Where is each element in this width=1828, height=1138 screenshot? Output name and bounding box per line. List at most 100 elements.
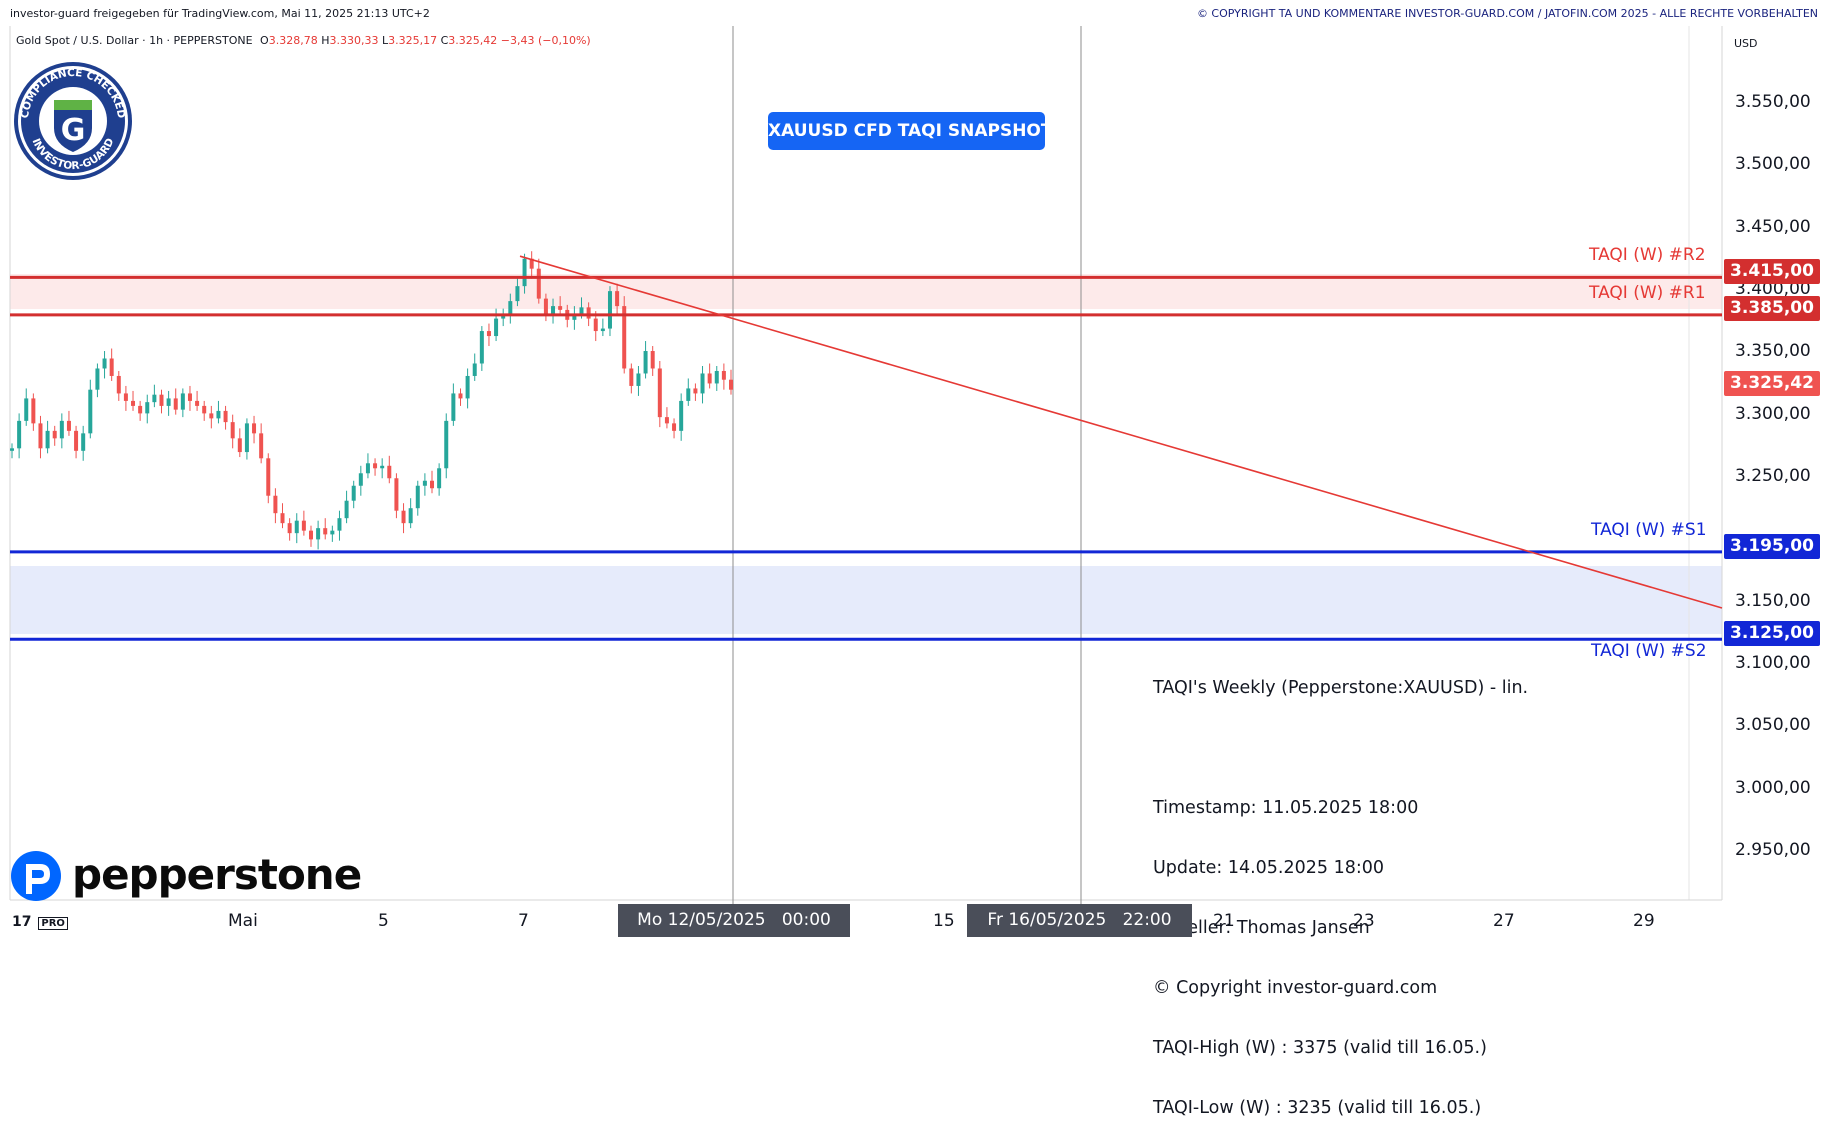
cursor-time-tag-right: Fr 16/05/2025 22:00 — [967, 904, 1192, 937]
candle-body — [422, 480, 427, 486]
candle-body — [116, 375, 121, 394]
pro-badge: PRO — [38, 917, 68, 930]
candle-body — [266, 458, 271, 496]
top-bar: investor-guard freigegeben für TradingVi… — [0, 0, 1828, 26]
candle-body — [622, 306, 627, 369]
candle-body — [380, 465, 385, 469]
x-tick-label: Mai — [228, 911, 258, 931]
candle-body — [551, 306, 556, 314]
candle-body — [209, 413, 214, 419]
y-tick-label: 3.500,00 — [1735, 154, 1811, 174]
candle-body — [280, 513, 285, 524]
candle-body — [657, 368, 662, 418]
y-tick-label: 3.450,00 — [1735, 217, 1811, 237]
cursor-date: Fr 16/05/2025 — [987, 910, 1107, 930]
candle-body — [230, 422, 235, 439]
y-tick-label: 3.100,00 — [1735, 653, 1811, 673]
info-line: Ersteller: Thomas Jansen — [1153, 918, 1370, 938]
candle-body — [294, 520, 299, 534]
candle-body — [123, 393, 128, 401]
candle-body — [664, 417, 669, 424]
candle-body — [707, 373, 712, 384]
tradingview-logo[interactable]: 17 PRO — [12, 914, 68, 930]
candle-body — [38, 423, 43, 449]
candle-body — [593, 318, 598, 332]
candle-body — [287, 523, 292, 534]
candle-body — [686, 388, 691, 401]
s1-label: TAQI (W) #S1 — [1591, 520, 1707, 540]
downtrend-line[interactable] — [519, 255, 1723, 609]
badge-letter: G — [61, 113, 86, 148]
x-tick-label: 21 — [1213, 911, 1235, 931]
candle-body — [572, 313, 577, 320]
candle-body — [273, 495, 278, 514]
candle-body — [358, 473, 363, 486]
x-tick-label: 23 — [1353, 911, 1375, 931]
candle-body — [24, 398, 29, 421]
candle-body — [195, 400, 200, 406]
price-chart[interactable] — [0, 0, 1828, 937]
info-title: TAQI's Weekly (Pepperstone:XAUUSD) - lin… — [1153, 678, 1529, 698]
candle-body — [301, 520, 306, 531]
copyright-notice: © COPYRIGHT TA UND KOMMENTARE INVESTOR-G… — [1196, 7, 1818, 20]
candle-body — [479, 331, 484, 364]
candle-body — [451, 393, 456, 421]
candle-body — [536, 268, 541, 299]
x-tick-label: 5 — [378, 911, 389, 931]
x-tick-label: 15 — [933, 911, 955, 931]
candle-body — [216, 410, 221, 419]
candle-body — [700, 373, 705, 394]
y-tick-label: 3.300,00 — [1735, 404, 1811, 424]
candle-body — [81, 433, 86, 451]
candle-body — [252, 423, 257, 434]
change-value: −3,43 (−0,10%) — [500, 34, 591, 47]
candle-body — [387, 465, 392, 479]
candle-body — [729, 379, 733, 390]
candle-body — [237, 438, 242, 453]
currency-label: USD — [1734, 37, 1758, 50]
pepperstone-icon — [11, 851, 61, 901]
candle-body — [394, 478, 399, 511]
last-price-tag: 3.325,42 — [1724, 371, 1820, 396]
candle-body — [650, 351, 655, 369]
brand-name: pepperstone — [72, 850, 362, 899]
candle-body — [522, 258, 527, 287]
candle-body — [187, 393, 192, 401]
candle-body — [693, 388, 698, 394]
s2-label: TAQI (W) #S2 — [1591, 641, 1707, 661]
candle-body — [373, 463, 378, 469]
candle-body — [494, 318, 499, 337]
cursor-time: 22:00 — [1122, 910, 1172, 930]
candle-body — [543, 298, 548, 314]
candle-body — [415, 485, 420, 509]
candle-body — [721, 370, 726, 380]
s1-price-tag: 3.195,00 — [1724, 534, 1820, 559]
candle-body — [10, 448, 14, 451]
candle-body — [308, 530, 313, 540]
candle-body — [508, 301, 513, 314]
low-value: 3.325,17 — [388, 34, 438, 47]
open-label: O — [260, 34, 269, 47]
candle-body — [636, 373, 641, 386]
candle-body — [344, 500, 349, 519]
candle-body — [17, 420, 22, 449]
candle-body — [166, 398, 171, 406]
y-tick-label: 3.250,00 — [1735, 466, 1811, 486]
symbol-name[interactable]: Gold Spot / U.S. Dollar · 1h · PEPPERSTO… — [16, 34, 253, 47]
candle-body — [244, 423, 249, 453]
x-tick-label: 27 — [1493, 911, 1515, 931]
candle-body — [437, 468, 442, 489]
high-value: 3.330,33 — [329, 34, 379, 47]
candle-body — [679, 400, 684, 431]
candle-body — [408, 508, 413, 524]
info-line: Update: 14.05.2025 18:00 — [1153, 858, 1385, 878]
candle-body — [95, 368, 100, 390]
candle-body — [714, 370, 719, 384]
info-line: TAQI-Low (W) : 3235 (valid till 16.05.) — [1153, 1098, 1482, 1118]
candle-body — [145, 402, 150, 414]
candle-body — [458, 393, 463, 399]
candle-body — [579, 307, 584, 314]
candle-body — [152, 394, 157, 403]
taqi-info-box: TAQI's Weekly (Pepperstone:XAUUSD) - lin… — [1153, 638, 1528, 1138]
snapshot-label: XAUUSD CFD TAQI SNAPSHOT — [768, 112, 1052, 150]
